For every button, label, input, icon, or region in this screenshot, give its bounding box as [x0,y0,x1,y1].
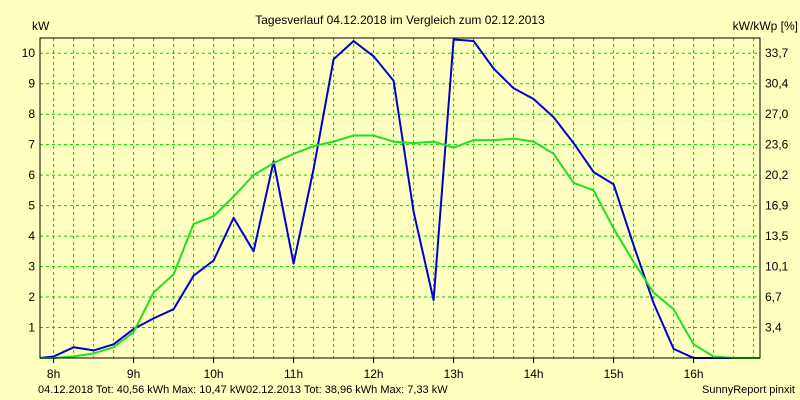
tick-layer: 1 3,4 2 6,7 3 10,1 4 13,5 5 16,9 6 20,2 7 23,6 8 27,0 9 3… [22,46,789,381]
y-axis-label-left: kW [32,19,50,33]
y-tick-label-left: 3 [28,260,35,274]
x-tick-label: 9h [127,367,140,381]
y-tick-label-right: 27,0 [765,107,789,121]
y-tick-label-left: 7 [28,138,35,152]
series-line-2 [40,134,760,359]
legend-series-1: 04.12.2018 Tot: 40,56 kWh Max: 10,47 kW [38,384,246,396]
grid-layer [40,38,760,358]
x-tick-label: 15h [604,367,624,381]
y-tick-label-left: 4 [28,229,35,243]
credit-text: SunnyReport pinxit [702,384,795,396]
x-tick-label: 16h [684,367,704,381]
y-tick-label-right: 30,4 [765,77,789,91]
chart-title: Tagesverlauf 04.12.2018 im Vergleich zum… [255,13,545,27]
x-tick-label: 11h [284,367,303,381]
series-line-1 [39,38,760,359]
y-tick-label-right: 10,1 [765,260,789,274]
y-tick-label-right: 33,7 [765,46,789,60]
y-tick-label-right: 20,2 [765,168,789,182]
x-tick-label: 14h [524,367,544,381]
plot-frame [39,37,761,359]
y-tick-label-left: 6 [28,168,35,182]
y-tick-label-left: 5 [28,199,35,213]
x-tick-label: 12h [364,367,384,381]
y-axis-label-right: kW/kWp [%] [733,19,798,33]
y-tick-label-left: 8 [28,107,35,121]
y-tick-label-right: 3,4 [765,321,782,335]
y-tick-label-right: 16,9 [765,199,789,213]
legend-series-2: 02.12.2013 Tot: 38,96 kWh Max: 7,33 kW [246,384,448,396]
y-tick-label-left: 10 [22,46,36,60]
x-tick-label: 13h [444,367,464,381]
y-tick-label-right: 23,6 [765,138,789,152]
x-tick-label: 8h [47,367,60,381]
x-tick-label: 10h [204,367,224,381]
y-tick-label-left: 9 [28,77,35,91]
y-tick-label-left: 2 [28,290,35,304]
y-tick-label-right: 13,5 [765,229,789,243]
series-layer [39,38,760,359]
y-tick-label-left: 1 [28,321,35,335]
y-tick-label-right: 6,7 [765,290,782,304]
